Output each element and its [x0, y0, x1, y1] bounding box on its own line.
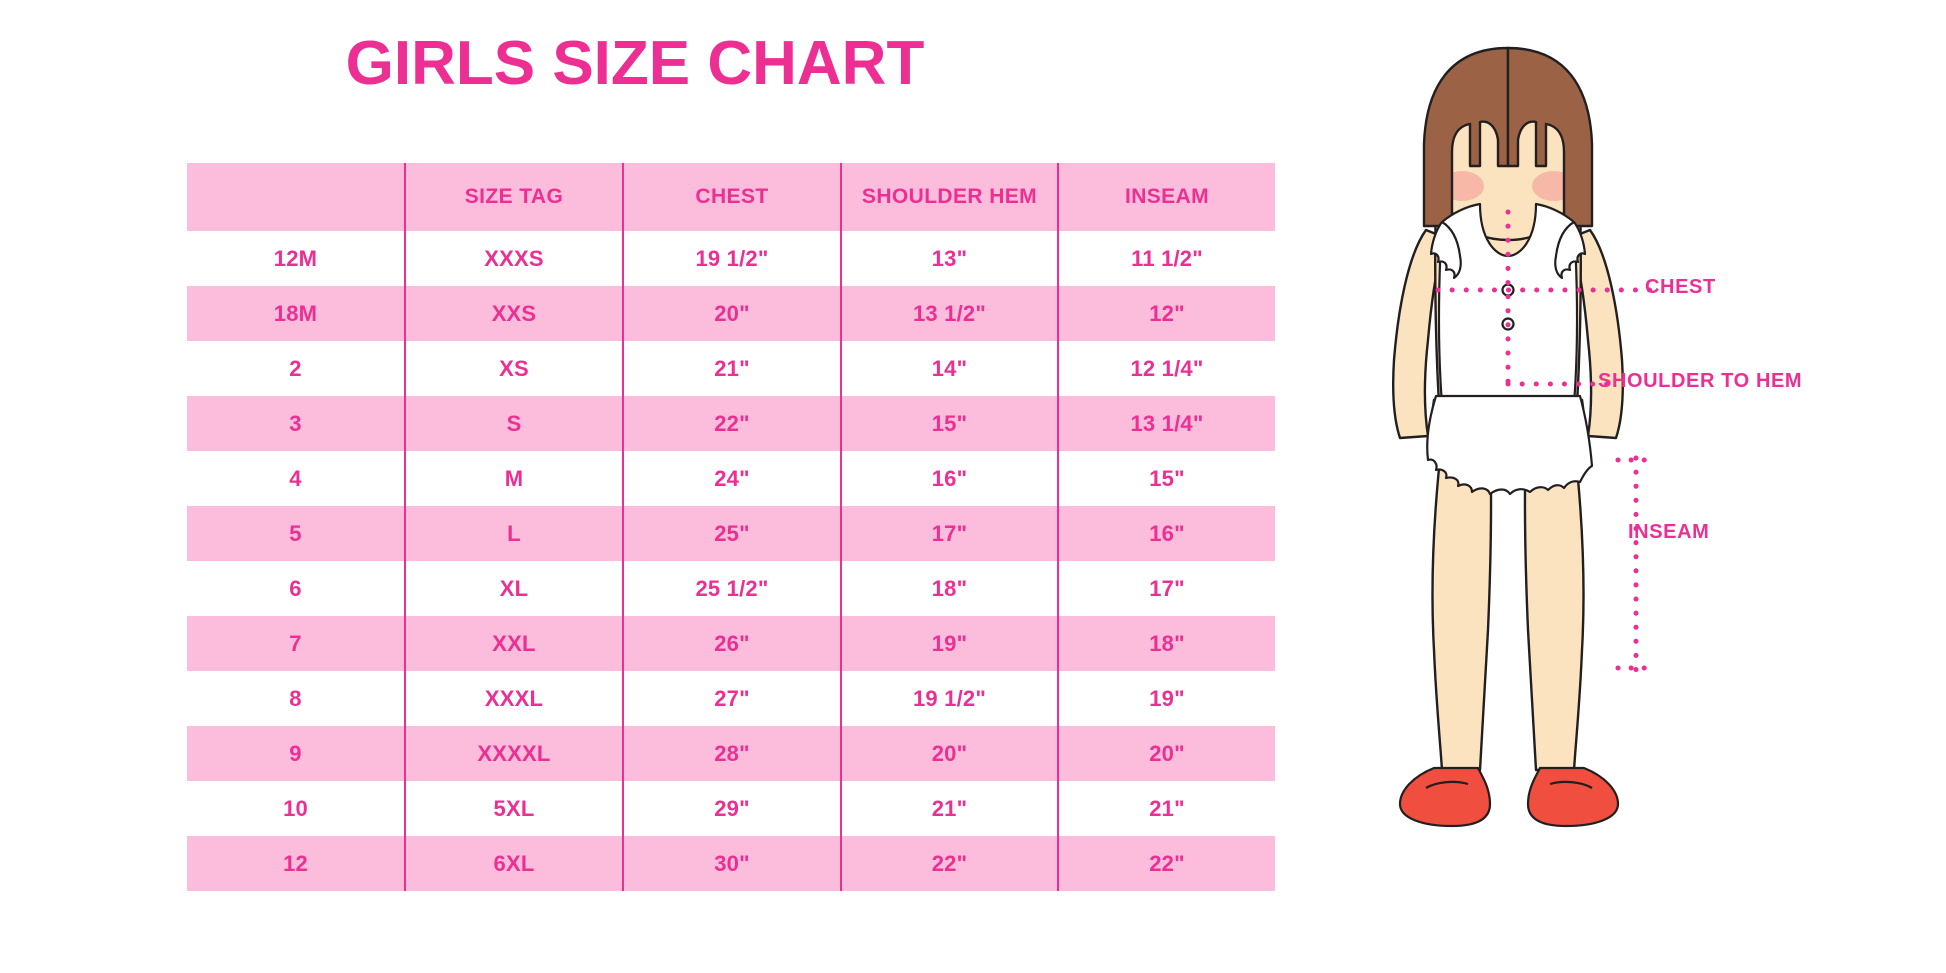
- table-row: 6 XL 25 1/2" 18" 17": [187, 561, 1275, 616]
- cell-inseam: 20": [1057, 726, 1275, 781]
- garment-top: [1429, 202, 1587, 406]
- table-body: 12M XXXS 19 1/2" 13" 11 1/2" 18M XXS 20" 13 1/2"…: [187, 231, 1275, 891]
- cell-size-tag: 5XL: [404, 781, 623, 836]
- cell-shoulder-hem: 15": [840, 396, 1058, 451]
- table-row: 3 S 22" 15" 13 1/4": [187, 396, 1275, 451]
- cell-size: 18M: [187, 286, 405, 341]
- cell-size-tag: 6XL: [404, 836, 623, 891]
- cell-chest: 26": [622, 616, 841, 671]
- cell-inseam: 11 1/2": [1057, 231, 1275, 286]
- column-header-inseam: INSEAM: [1057, 163, 1275, 231]
- cell-chest: 25 1/2": [622, 561, 841, 616]
- cell-chest: 27": [622, 671, 841, 726]
- cell-shoulder-hem: 22": [840, 836, 1058, 891]
- cell-shoulder-hem: 18": [840, 561, 1058, 616]
- table-row: 12 6XL 30" 22" 22": [187, 836, 1275, 891]
- cell-inseam: 13 1/4": [1057, 396, 1275, 451]
- cell-size: 7: [187, 616, 405, 671]
- cell-size-tag: S: [404, 396, 623, 451]
- cell-shoulder-hem: 20": [840, 726, 1058, 781]
- garment-skirt: [1426, 394, 1594, 496]
- cell-shoulder-hem: 21": [840, 781, 1058, 836]
- table-header-row: SIZE TAG CHEST SHOULDER HEM INSEAM: [187, 163, 1275, 231]
- cell-chest: 24": [622, 451, 841, 506]
- cell-size-tag: XXL: [404, 616, 623, 671]
- measurement-guides: [1435, 209, 1663, 673]
- label-chest: CHEST: [1645, 276, 1716, 298]
- label-inseam: INSEAM: [1628, 521, 1710, 543]
- cell-inseam: 12 1/4": [1057, 341, 1275, 396]
- cell-inseam: 18": [1057, 616, 1275, 671]
- table-row: 12M XXXS 19 1/2" 13" 11 1/2": [187, 231, 1275, 286]
- cell-size: 6: [187, 561, 405, 616]
- cell-chest: 20": [622, 286, 841, 341]
- cell-size: 12M: [187, 231, 405, 286]
- cell-shoulder-hem: 13": [840, 231, 1058, 286]
- label-shoulder-to-hem: SHOULDER TO HEM: [1598, 370, 1803, 392]
- cell-size: 10: [187, 781, 405, 836]
- cell-chest: 28": [622, 726, 841, 781]
- cell-chest: 21": [622, 341, 841, 396]
- table-row: 4 M 24" 16" 15": [187, 451, 1275, 506]
- cell-size: 8: [187, 671, 405, 726]
- cell-size: 5: [187, 506, 405, 561]
- cell-shoulder-hem: 19 1/2": [840, 671, 1058, 726]
- cell-size-tag: XXXS: [404, 231, 623, 286]
- cell-size-tag: L: [404, 506, 623, 561]
- shoes: [1398, 766, 1620, 828]
- table-row: 10 5XL 29" 21" 21": [187, 781, 1275, 836]
- cell-size-tag: XXS: [404, 286, 623, 341]
- cell-size-tag: XS: [404, 341, 623, 396]
- cell-shoulder-hem: 13 1/2": [840, 286, 1058, 341]
- measurement-illustration: CHEST SHOULDER TO HEM INSEAM: [1330, 40, 1946, 930]
- table-row: 2 XS 21" 14" 12 1/4": [187, 341, 1275, 396]
- cell-chest: 29": [622, 781, 841, 836]
- cell-size: 3: [187, 396, 405, 451]
- column-header-size: [187, 163, 405, 231]
- size-chart-table: SIZE TAG CHEST SHOULDER HEM INSEAM 12M XX…: [187, 163, 1275, 891]
- cell-shoulder-hem: 19": [840, 616, 1058, 671]
- size-chart-table-container: SIZE TAG CHEST SHOULDER HEM INSEAM 12M XX…: [187, 163, 1275, 891]
- cell-inseam: 21": [1057, 781, 1275, 836]
- cell-inseam: 19": [1057, 671, 1275, 726]
- table-row: 8 XXXL 27" 19 1/2" 19": [187, 671, 1275, 726]
- cell-chest: 19 1/2": [622, 231, 841, 286]
- cell-inseam: 22": [1057, 836, 1275, 891]
- page-title: GIRLS SIZE CHART: [345, 29, 925, 98]
- cell-size-tag: XXXL: [404, 671, 623, 726]
- cell-size: 9: [187, 726, 405, 781]
- cell-inseam: 15": [1057, 451, 1275, 506]
- cell-size-tag: M: [404, 451, 623, 506]
- cell-size-tag: XL: [404, 561, 623, 616]
- cell-inseam: 17": [1057, 561, 1275, 616]
- cell-shoulder-hem: 17": [840, 506, 1058, 561]
- cell-chest: 25": [622, 506, 841, 561]
- cell-size: 12: [187, 836, 405, 891]
- cell-inseam: 16": [1057, 506, 1275, 561]
- column-header-chest: CHEST: [622, 163, 841, 231]
- hair: [1422, 46, 1594, 228]
- table-row: 9 XXXXL 28" 20" 20": [187, 726, 1275, 781]
- cell-chest: 30": [622, 836, 841, 891]
- table-row: 18M XXS 20" 13 1/2" 12": [187, 286, 1275, 341]
- table-row: 5 L 25" 17" 16": [187, 506, 1275, 561]
- cell-size: 4: [187, 451, 405, 506]
- girl-figure-svg: [1392, 46, 1663, 828]
- table-row: 7 XXL 26" 19" 18": [187, 616, 1275, 671]
- cell-size-tag: XXXXL: [404, 726, 623, 781]
- cell-size: 2: [187, 341, 405, 396]
- cell-chest: 22": [622, 396, 841, 451]
- table-header: SIZE TAG CHEST SHOULDER HEM INSEAM: [187, 163, 1275, 231]
- cell-inseam: 12": [1057, 286, 1275, 341]
- column-header-shoulder-hem: SHOULDER HEM: [840, 163, 1058, 231]
- column-header-size-tag: SIZE TAG: [404, 163, 623, 231]
- cell-shoulder-hem: 14": [840, 341, 1058, 396]
- cell-shoulder-hem: 16": [840, 451, 1058, 506]
